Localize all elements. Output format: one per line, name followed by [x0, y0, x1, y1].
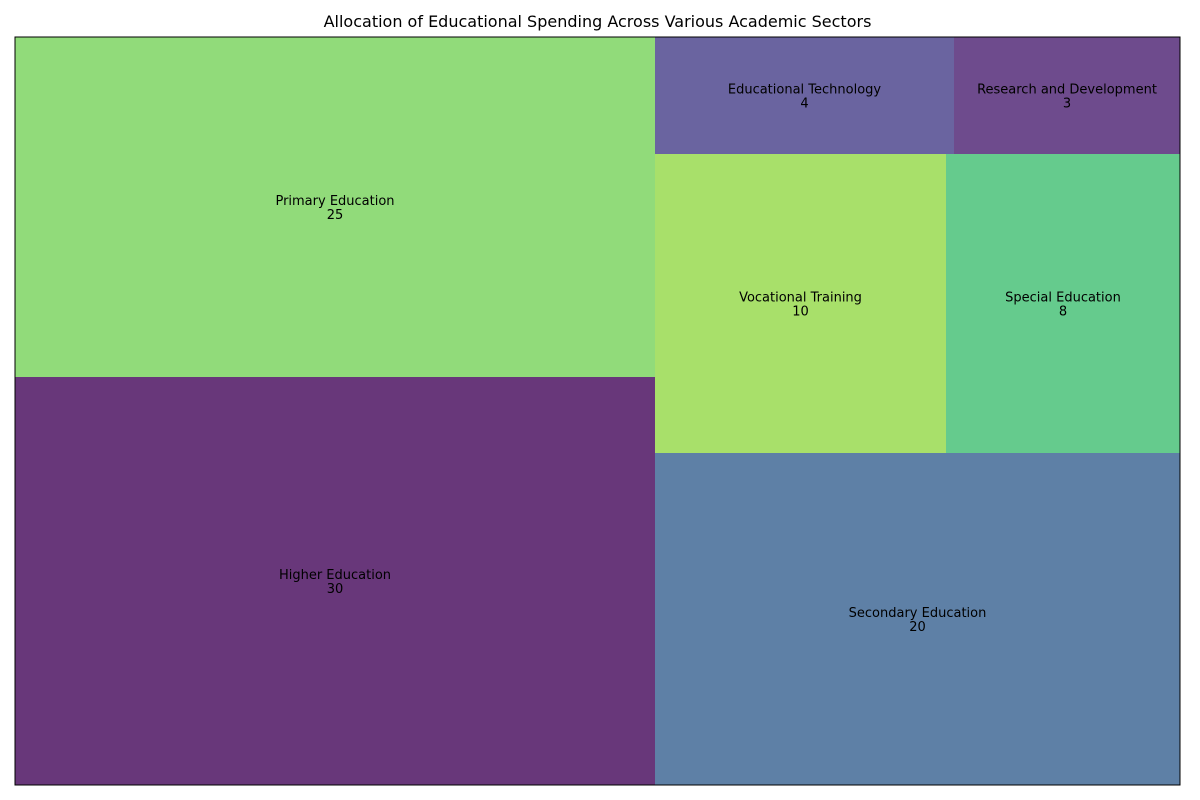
- tile-value-special-education: 8: [1059, 305, 1067, 320]
- tile-label-educational-technology: Educational Technology: [728, 83, 882, 98]
- tile-value-primary-education: 25: [327, 208, 344, 223]
- tile-value-secondary-education: 20: [909, 620, 926, 635]
- tile-value-educational-technology: 4: [800, 97, 808, 112]
- treemap-tile-special-education: [946, 154, 1180, 453]
- tile-label-secondary-education: Secondary Education: [849, 606, 987, 621]
- tile-value-higher-education: 30: [327, 582, 344, 597]
- chart-title: Allocation of Educational Spending Acros…: [323, 12, 872, 31]
- tile-value-vocational-training: 10: [792, 305, 809, 320]
- tile-label-higher-education: Higher Education: [279, 568, 391, 583]
- treemap-tile-primary-education: [15, 37, 655, 377]
- treemap-tile-vocational-training: [655, 154, 946, 453]
- treemap-tile-educational-technology: [655, 37, 954, 154]
- treemap-tile-higher-education: [15, 377, 655, 785]
- tiles-layer: [15, 37, 1180, 785]
- treemap-tile-research-and-development: [954, 37, 1180, 154]
- tile-label-primary-education: Primary Education: [275, 194, 394, 209]
- treemap-tile-secondary-education: [655, 453, 1180, 785]
- tile-label-special-education: Special Education: [1005, 291, 1121, 306]
- plot-frame: [14, 36, 1181, 786]
- tile-label-research-and-development: Research and Development: [977, 83, 1157, 98]
- tile-label-vocational-training: Vocational Training: [739, 291, 862, 306]
- tile-value-research-and-development: 3: [1063, 97, 1071, 112]
